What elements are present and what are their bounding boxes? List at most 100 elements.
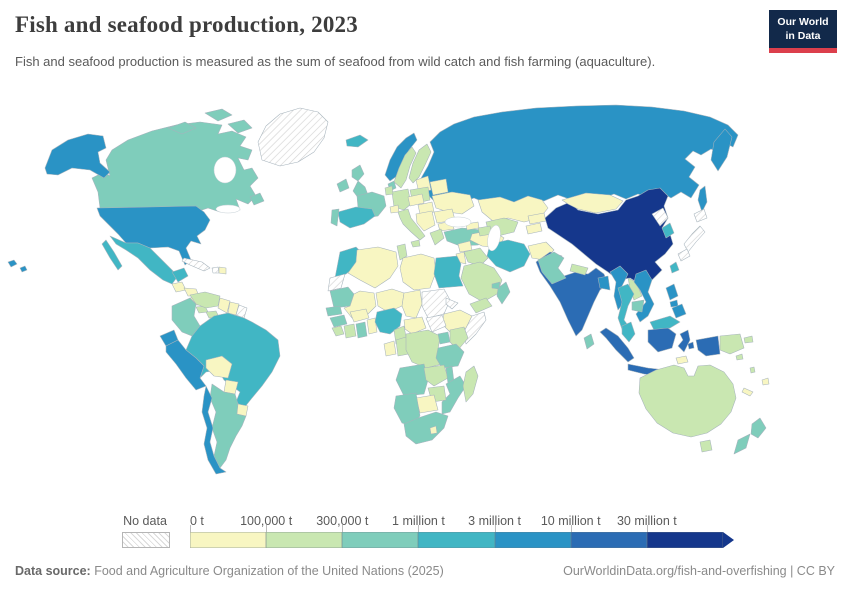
country-colombia[interactable]	[171, 297, 201, 337]
country-balkans[interactable]	[415, 210, 436, 232]
country-greenland[interactable]	[257, 107, 329, 167]
country-south-africa[interactable]	[403, 411, 449, 445]
country-tanzania[interactable]	[435, 343, 465, 369]
country-bangladesh[interactable]	[597, 275, 611, 291]
country-spain[interactable]	[337, 206, 376, 229]
legend-bin-6[interactable]	[570, 532, 647, 548]
country-zambia[interactable]	[423, 364, 449, 387]
country-malaysia[interactable]	[621, 321, 636, 343]
country-united-arab-emirates[interactable]	[491, 281, 501, 290]
country-algeria[interactable]	[347, 246, 399, 289]
country-tunisia[interactable]	[396, 243, 408, 261]
country-greece[interactable]	[429, 228, 445, 246]
country-botswana[interactable]	[415, 394, 439, 414]
country-taiwan[interactable]	[669, 261, 680, 274]
country-switzerland[interactable]	[389, 204, 400, 214]
country-ireland[interactable]	[336, 178, 350, 193]
country-north-korea[interactable]	[651, 207, 669, 227]
country-finland[interactable]	[408, 143, 432, 184]
country-norway[interactable]	[384, 132, 418, 182]
country-central-african-republic[interactable]	[403, 316, 427, 335]
country-fiji[interactable]	[761, 377, 770, 386]
country-italy[interactable]	[397, 208, 426, 241]
country-new-zealand[interactable]	[733, 433, 751, 455]
country-philippines[interactable]	[665, 283, 679, 301]
country-niger[interactable]	[375, 288, 405, 313]
country-papua-new-guinea[interactable]	[743, 335, 754, 344]
country-iceland[interactable]	[345, 134, 369, 148]
country-germany[interactable]	[391, 188, 412, 211]
country-new-caledonia[interactable]	[741, 387, 754, 397]
country-canada[interactable]	[167, 121, 197, 135]
country-indonesia[interactable]	[687, 341, 695, 350]
country-tajikistan[interactable]	[525, 222, 543, 235]
country-canada[interactable]	[227, 119, 253, 134]
country-united-states[interactable]	[44, 133, 111, 179]
country-haiti[interactable]	[211, 266, 220, 274]
country-dr-congo[interactable]	[405, 329, 443, 369]
owid-logo[interactable]: Our World in Data	[769, 10, 837, 54]
legend-bin-5[interactable]	[494, 532, 571, 548]
country-japan[interactable]	[683, 225, 706, 253]
country-south-korea[interactable]	[661, 222, 675, 239]
country-new-zealand[interactable]	[750, 417, 767, 439]
country-gabon[interactable]	[383, 340, 397, 357]
country-australia[interactable]	[638, 364, 737, 438]
country-mozambique[interactable]	[441, 375, 467, 415]
country-cambodia[interactable]	[631, 299, 645, 313]
country-japan[interactable]	[677, 248, 691, 262]
country-vietnam[interactable]	[633, 269, 655, 323]
country-netherlands[interactable]	[384, 185, 394, 196]
country-united-states[interactable]	[7, 259, 18, 268]
country-russia[interactable]	[697, 185, 708, 213]
country-egypt[interactable]	[433, 255, 464, 289]
country-ukraine[interactable]	[431, 191, 475, 215]
country-guatemala[interactable]	[171, 281, 187, 293]
country-mexico[interactable]	[101, 239, 123, 271]
country-peru[interactable]	[165, 339, 207, 391]
country-belarus[interactable]	[429, 178, 449, 196]
country-argentina[interactable]	[209, 383, 247, 469]
country-indonesia[interactable]	[695, 335, 721, 357]
country-iran[interactable]	[486, 239, 531, 273]
country-papua-new-guinea[interactable]	[719, 333, 745, 355]
country-indonesia[interactable]	[599, 327, 635, 363]
country-uganda[interactable]	[437, 331, 451, 345]
country-italy[interactable]	[410, 239, 421, 248]
country-paraguay[interactable]	[223, 379, 239, 395]
country-philippines[interactable]	[671, 303, 687, 319]
footer-link[interactable]: OurWorldinData.org/fish-and-overfishing …	[563, 564, 835, 578]
country-iraq[interactable]	[463, 247, 489, 267]
country-malaysia[interactable]	[649, 315, 681, 331]
country-chad[interactable]	[401, 289, 423, 319]
country-canada[interactable]	[249, 192, 265, 206]
country-vanuatu[interactable]	[749, 366, 756, 374]
country-mexico[interactable]	[109, 235, 179, 285]
country-japan[interactable]	[693, 208, 708, 223]
country-pakistan[interactable]	[537, 251, 567, 285]
country-libya[interactable]	[399, 253, 437, 291]
country-chile[interactable]	[201, 385, 227, 475]
legend-bin-3[interactable]	[342, 532, 419, 548]
country-senegal[interactable]	[325, 305, 343, 317]
country-dominican-republic[interactable]	[218, 266, 227, 275]
country-western-sahara[interactable]	[327, 273, 346, 292]
country-mexico[interactable]	[171, 267, 189, 283]
country-china[interactable]	[544, 187, 674, 285]
country-lesotho[interactable]	[429, 425, 438, 435]
country-sri-lanka[interactable]	[583, 333, 595, 350]
country-solomon-islands[interactable]	[735, 353, 744, 361]
country-united-states[interactable]	[19, 265, 28, 273]
country-bolivia[interactable]	[205, 355, 233, 379]
country-madagascar[interactable]	[462, 365, 479, 403]
country-benin[interactable]	[366, 317, 378, 335]
country-burkina-faso[interactable]	[349, 308, 370, 323]
country-russia[interactable]	[710, 128, 733, 172]
country-angola[interactable]	[395, 363, 429, 397]
country-guinea[interactable]	[329, 314, 348, 328]
country-canada[interactable]	[204, 108, 233, 122]
country-russia[interactable]	[419, 104, 739, 205]
legend-no-data-swatch[interactable]	[122, 532, 170, 548]
country-ivory-coast[interactable]	[343, 323, 357, 339]
country-portugal[interactable]	[330, 208, 340, 227]
